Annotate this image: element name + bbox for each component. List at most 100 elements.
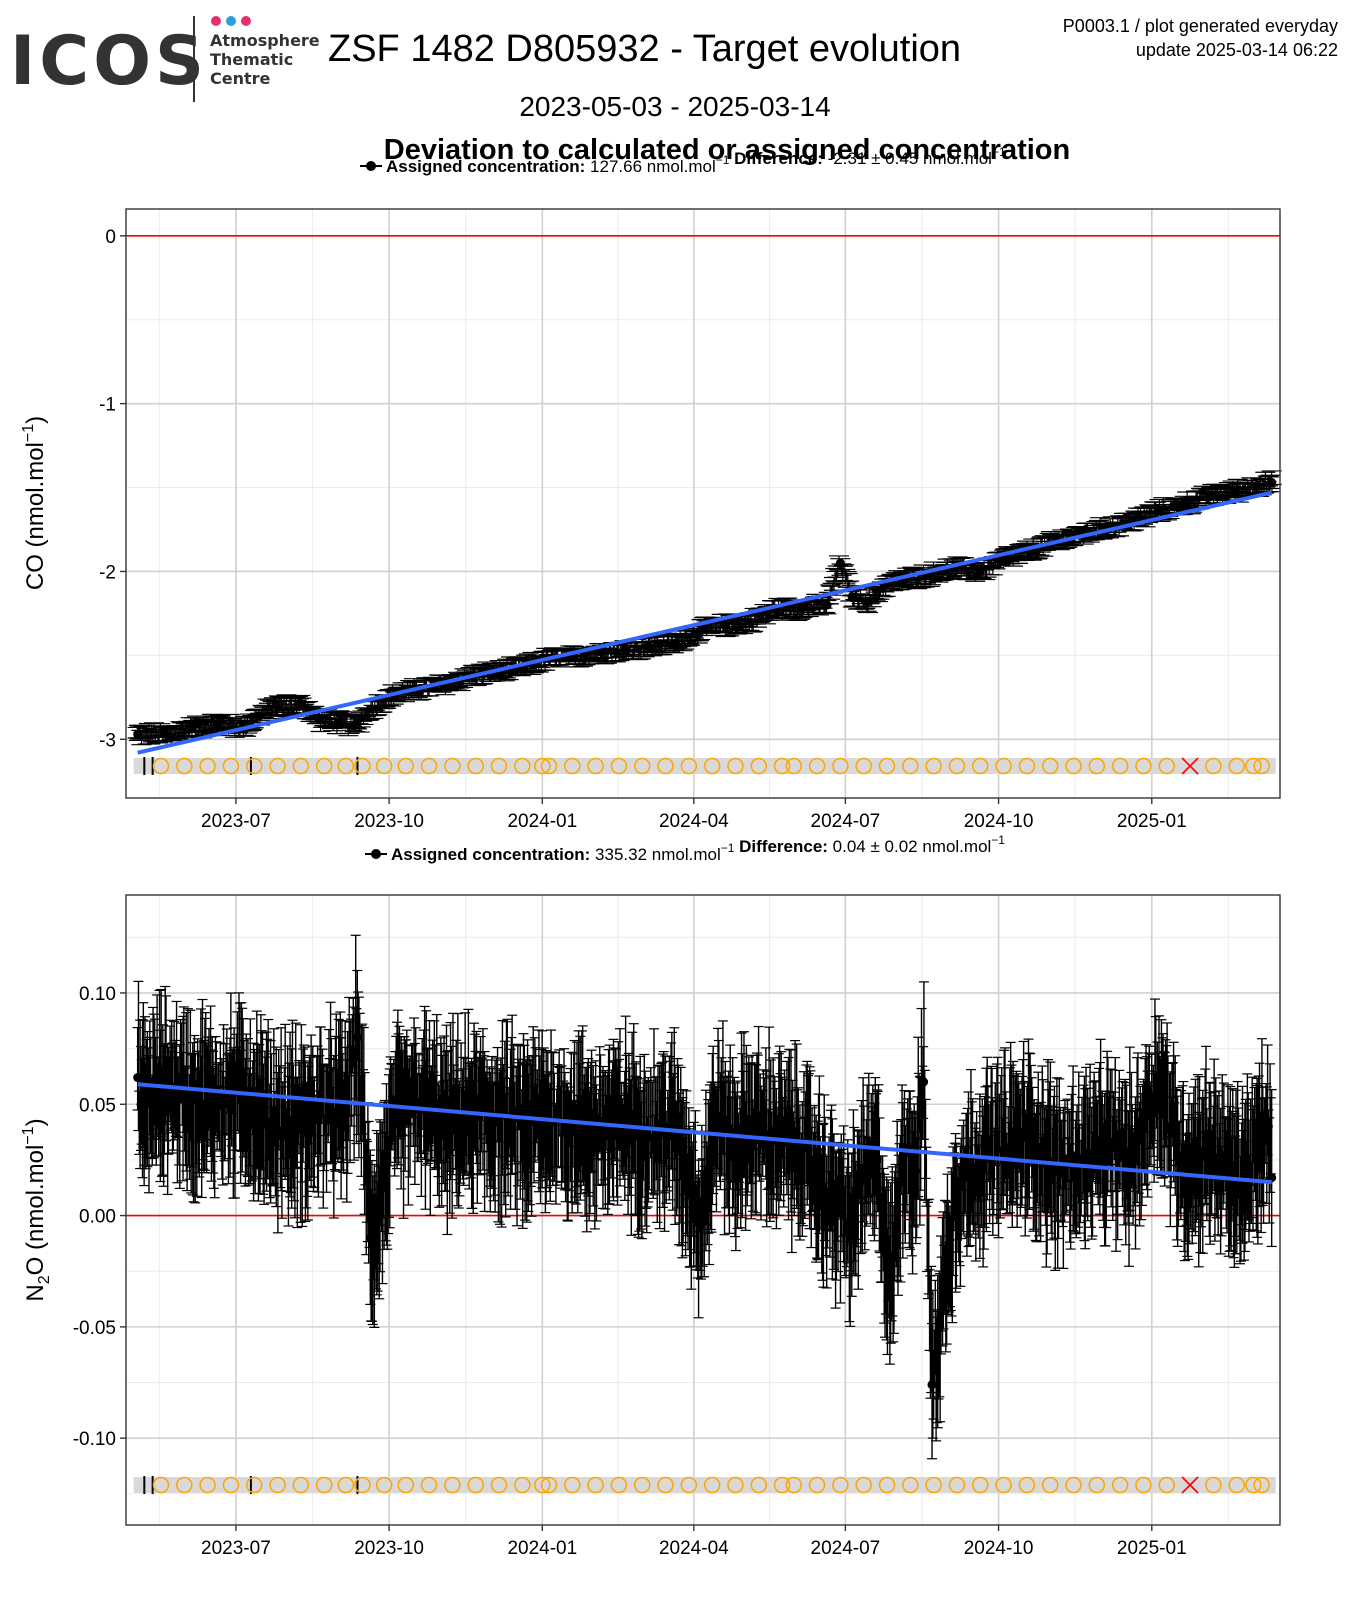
flag-circle [878, 1476, 896, 1494]
flag-circle [1158, 1476, 1176, 1494]
flag-circle [633, 757, 651, 775]
data-point [1252, 481, 1262, 491]
data-point [1267, 1173, 1277, 1183]
flag-circle [948, 757, 966, 775]
flag-circle [785, 757, 803, 775]
flag-circle [152, 1476, 170, 1494]
data-point [349, 721, 359, 731]
data-point [374, 1199, 384, 1209]
x-axis: 2023-07 2023-10 2024-01 2024-04 2024-07 2024-… [201, 1525, 1187, 1559]
data-point [745, 1122, 755, 1132]
data-point [621, 645, 631, 655]
panel-border [125, 894, 1281, 1526]
panel-border [125, 208, 1281, 799]
chart-subtitle: Deviation to calculated or assigned conc… [384, 134, 1070, 166]
data-point [1267, 478, 1277, 488]
flag-circle [1111, 1476, 1129, 1494]
x-axis: 2023-07 2023-10 2024-01 2024-04 2024-07 2024-… [201, 798, 1187, 832]
co-panel: Assigned concentration: 127.66 nmol.mol−… [20, 145, 1282, 832]
flag-circle [176, 757, 193, 775]
data-point [517, 1122, 527, 1132]
flag-circle [925, 1476, 942, 1494]
flag-circle [878, 757, 896, 775]
flag-circle [397, 757, 415, 775]
flag-circle [315, 1476, 333, 1494]
flag-circle [902, 757, 919, 775]
data-cloud [132, 934, 1277, 1460]
y-axis-label: N2O (nmol.mol−1) [20, 1118, 53, 1301]
flag-circle [1245, 757, 1262, 775]
data-point [872, 1155, 882, 1165]
data-point [314, 1110, 324, 1120]
meta-line-1: P0003.1 / plot generated everyday [1063, 16, 1338, 36]
data-point [1252, 1155, 1262, 1165]
y-tick-label: 0.10 [79, 984, 116, 1005]
data-point [975, 566, 985, 576]
x-tick-label: 2024-10 [964, 811, 1034, 832]
meta-line-2: update 2025-03-14 06:22 [1136, 40, 1338, 60]
flag-circle [972, 757, 989, 775]
legend: Assigned concentration: 127.66 nmol.mol−… [360, 145, 1006, 176]
data-point [1205, 1144, 1215, 1154]
flag-circle [680, 1476, 698, 1494]
data-point [492, 1117, 502, 1127]
data-point [729, 1144, 739, 1154]
flag-circle [727, 757, 744, 775]
flag-circle [152, 757, 170, 775]
data-point [352, 1032, 362, 1042]
y-axis: 0.10 0.05 0.00 -0.05 -0.10 [73, 984, 126, 1450]
x-tick-label: 2024-01 [507, 1538, 577, 1559]
data-point [822, 600, 832, 610]
data-point [314, 714, 324, 724]
flag-circle [1018, 757, 1036, 775]
data-point [161, 729, 171, 739]
y-tick-label: -0.05 [73, 1318, 116, 1339]
flag-circle [490, 1476, 508, 1494]
data-point [1178, 499, 1188, 509]
data-point [188, 723, 198, 733]
flag-circle [354, 757, 371, 775]
flag-circle [972, 1476, 989, 1494]
data-point [644, 642, 654, 652]
data-point [847, 1222, 857, 1232]
flag-circle [1205, 1476, 1222, 1494]
flag-circle [587, 1476, 604, 1494]
flag-circle [269, 757, 286, 775]
flag-circle [397, 1476, 415, 1494]
flag-circle [703, 1476, 721, 1494]
y-tick-label: -0.10 [73, 1429, 116, 1450]
data-point [950, 1188, 960, 1198]
logo-subtitle-3: Centre [210, 69, 271, 88]
flag-circle [948, 1476, 966, 1494]
data-point [797, 1144, 807, 1154]
data-point [644, 1133, 654, 1143]
flag-circle [610, 1476, 628, 1494]
date-range: 2023-05-03 - 2025-03-14 [519, 91, 830, 122]
x-tick-label: 2024-04 [659, 1538, 729, 1559]
flag-circle [785, 1476, 803, 1494]
flag-circle [375, 1476, 393, 1494]
data-point [136, 1099, 146, 1109]
logo-wordmark: ICOS [10, 22, 208, 101]
flag-circle [420, 757, 438, 775]
flag-circle [337, 1476, 355, 1494]
data-point [596, 647, 606, 657]
flag-circle [444, 757, 461, 775]
x-tick-label: 2023-10 [354, 1538, 424, 1559]
y-tick-label: -2 [99, 562, 116, 583]
flag-circle [657, 1476, 674, 1494]
flag-circle [269, 1476, 286, 1494]
data-point [855, 1177, 865, 1187]
flag-circle [444, 1476, 461, 1494]
flag-circle [199, 757, 216, 775]
flag-circle [1205, 757, 1222, 775]
data-point [745, 617, 755, 627]
flag-circle [514, 1476, 531, 1494]
logo-dot-1 [211, 16, 221, 26]
x-tick-label: 2023-07 [201, 811, 271, 832]
legend-key-point [371, 849, 381, 859]
flag-circle [1158, 757, 1176, 775]
flag-circle [1041, 757, 1059, 775]
flag-circle [855, 757, 872, 775]
flag-circle [490, 757, 508, 775]
